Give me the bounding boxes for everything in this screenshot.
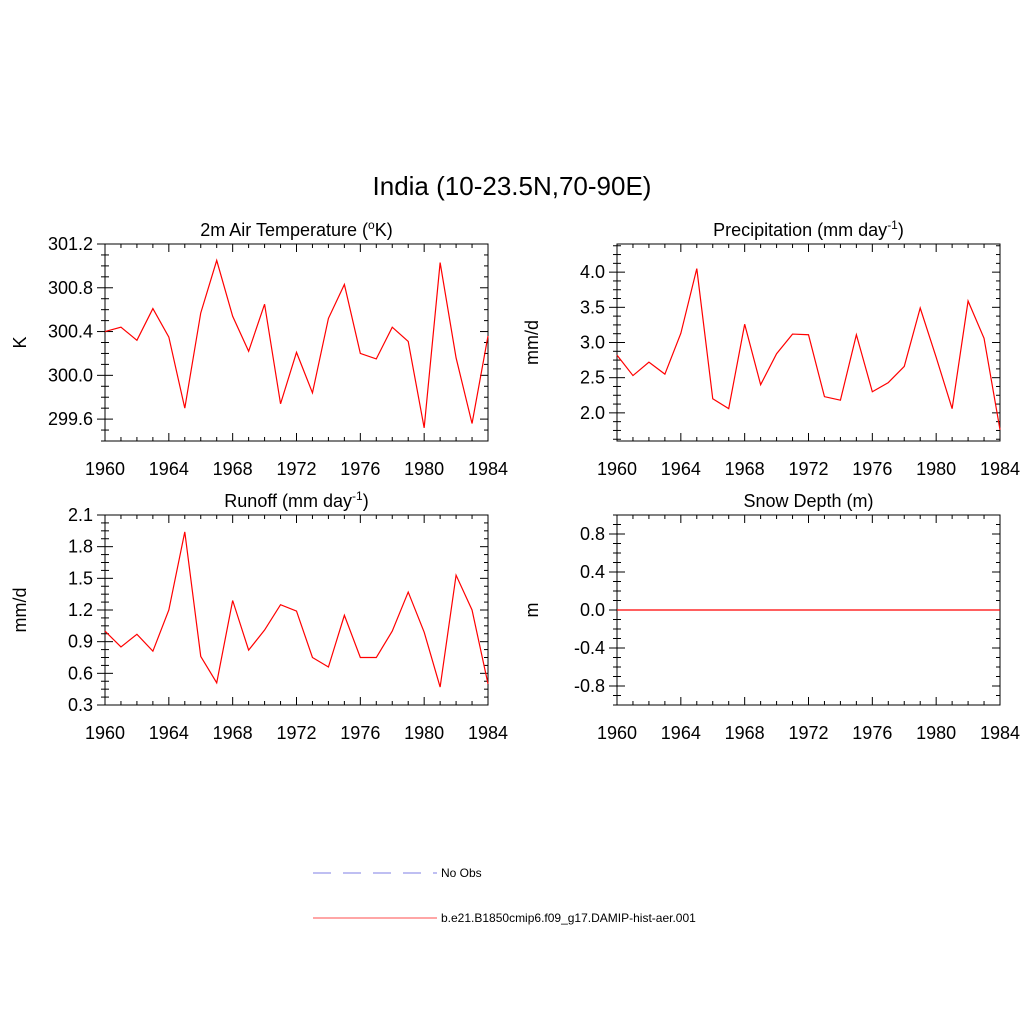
x-tick-label: 1976 [852, 459, 892, 479]
legend-label-model: b.e21.B1850cmip6.f09_g17.DAMIP-hist-aer.… [441, 911, 696, 925]
x-tick-label: 1968 [213, 723, 253, 743]
y-tick-label: 0.9 [68, 632, 93, 652]
y-tick-label: 301.2 [48, 234, 93, 254]
panel-precipitation: Precipitation (mm day-1) 1960 1964 1968 1972… [522, 218, 1020, 479]
plot-frame-precipitation [616, 243, 1001, 442]
x-tick-label: 1984 [980, 723, 1020, 743]
plot-frame-air-temperature [104, 243, 489, 442]
x-tick-label: 1984 [468, 459, 508, 479]
y-tick-label: 0.3 [68, 695, 93, 715]
x-tick-label: 1976 [340, 723, 380, 743]
figure-title: India (10-23.5N,70-90E) [373, 171, 652, 201]
y-tick-label: 4.0 [580, 262, 605, 282]
plot-frame-runoff [104, 514, 489, 706]
y-tick-label: 0.8 [580, 524, 605, 544]
panel-air-temperature: 2m Air Temperature (oK) 1960 1964 1968 1972 1… [10, 218, 508, 479]
panel-title-air-temperature: 2m Air Temperature (oK) [200, 218, 392, 240]
y-tick-label: 3.5 [580, 297, 605, 317]
series-line-precipitation [616, 268, 1001, 430]
y-axis-label-precipitation: mm/d [522, 320, 542, 365]
x-tick-label: 1964 [149, 723, 189, 743]
panel-title-runoff: Runoff (mm day-1) [224, 489, 368, 511]
x-tick-label: 1964 [149, 459, 189, 479]
x-tick-label: 1972 [788, 723, 828, 743]
legend: No Obs b.e21.B1850cmip6.f09_g17.DAMIP-hi… [313, 866, 696, 925]
y-tick-label: 1.8 [68, 537, 93, 557]
x-tick-label: 1972 [276, 723, 316, 743]
x-tick-label: 1960 [85, 459, 125, 479]
panel-snow-depth: Snow Depth (m) 1960 1964 1968 1972 1976 1980 19… [522, 491, 1020, 743]
x-tick-label: 1972 [788, 459, 828, 479]
y-axis-label-snow-depth: m [522, 603, 542, 618]
x-tick-label: 1964 [661, 723, 701, 743]
x-tick-label: 1968 [213, 459, 253, 479]
x-tick-label: 1976 [852, 723, 892, 743]
x-tick-label: 1960 [85, 723, 125, 743]
panel-title-snow-depth: Snow Depth (m) [743, 491, 873, 511]
y-axis-label-runoff: mm/d [10, 588, 30, 633]
panels: 2m Air Temperature (oK) 1960 1964 1968 1972 1… [10, 218, 1020, 743]
panel-runoff: Runoff (mm day-1) 1960 1964 1968 1972 1976 198… [10, 489, 508, 743]
y-axis-label-air-temperature: K [10, 336, 30, 348]
x-tick-label: 1968 [725, 459, 765, 479]
y-tick-label: 2.0 [580, 403, 605, 423]
legend-label-obs: No Obs [441, 866, 482, 880]
y-tick-label: 1.2 [68, 600, 93, 620]
series-line-runoff [104, 531, 489, 688]
x-tick-label: 1984 [980, 459, 1020, 479]
y-tick-label: 3.0 [580, 333, 605, 353]
y-tick-label: 1.5 [68, 568, 93, 588]
x-tick-label: 1984 [468, 723, 508, 743]
x-tick-label: 1960 [597, 459, 637, 479]
y-tick-label: 2.5 [580, 368, 605, 388]
x-tick-label: 1972 [276, 459, 316, 479]
x-tick-label: 1960 [597, 723, 637, 743]
x-tick-label: 1964 [661, 459, 701, 479]
panel-title-precipitation: Precipitation (mm day-1) [713, 218, 904, 240]
y-tick-label: 299.6 [48, 409, 93, 429]
x-tick-label: 1980 [916, 459, 956, 479]
y-tick-label: -0.8 [574, 676, 605, 696]
y-tick-label: 2.1 [68, 505, 93, 525]
x-tick-label: 1980 [404, 459, 444, 479]
y-tick-label: 0.4 [580, 562, 605, 582]
series-line-air-temperature [104, 258, 489, 428]
x-tick-label: 1968 [725, 723, 765, 743]
x-tick-label: 1980 [404, 723, 444, 743]
x-tick-label: 1980 [916, 723, 956, 743]
y-tick-label: 300.8 [48, 278, 93, 298]
y-tick-label: 300.4 [48, 322, 93, 342]
y-tick-label: -0.4 [574, 638, 605, 658]
y-tick-label: 0.0 [580, 600, 605, 620]
y-tick-label: 0.6 [68, 663, 93, 683]
y-tick-label: 300.0 [48, 365, 93, 385]
x-tick-label: 1976 [340, 459, 380, 479]
